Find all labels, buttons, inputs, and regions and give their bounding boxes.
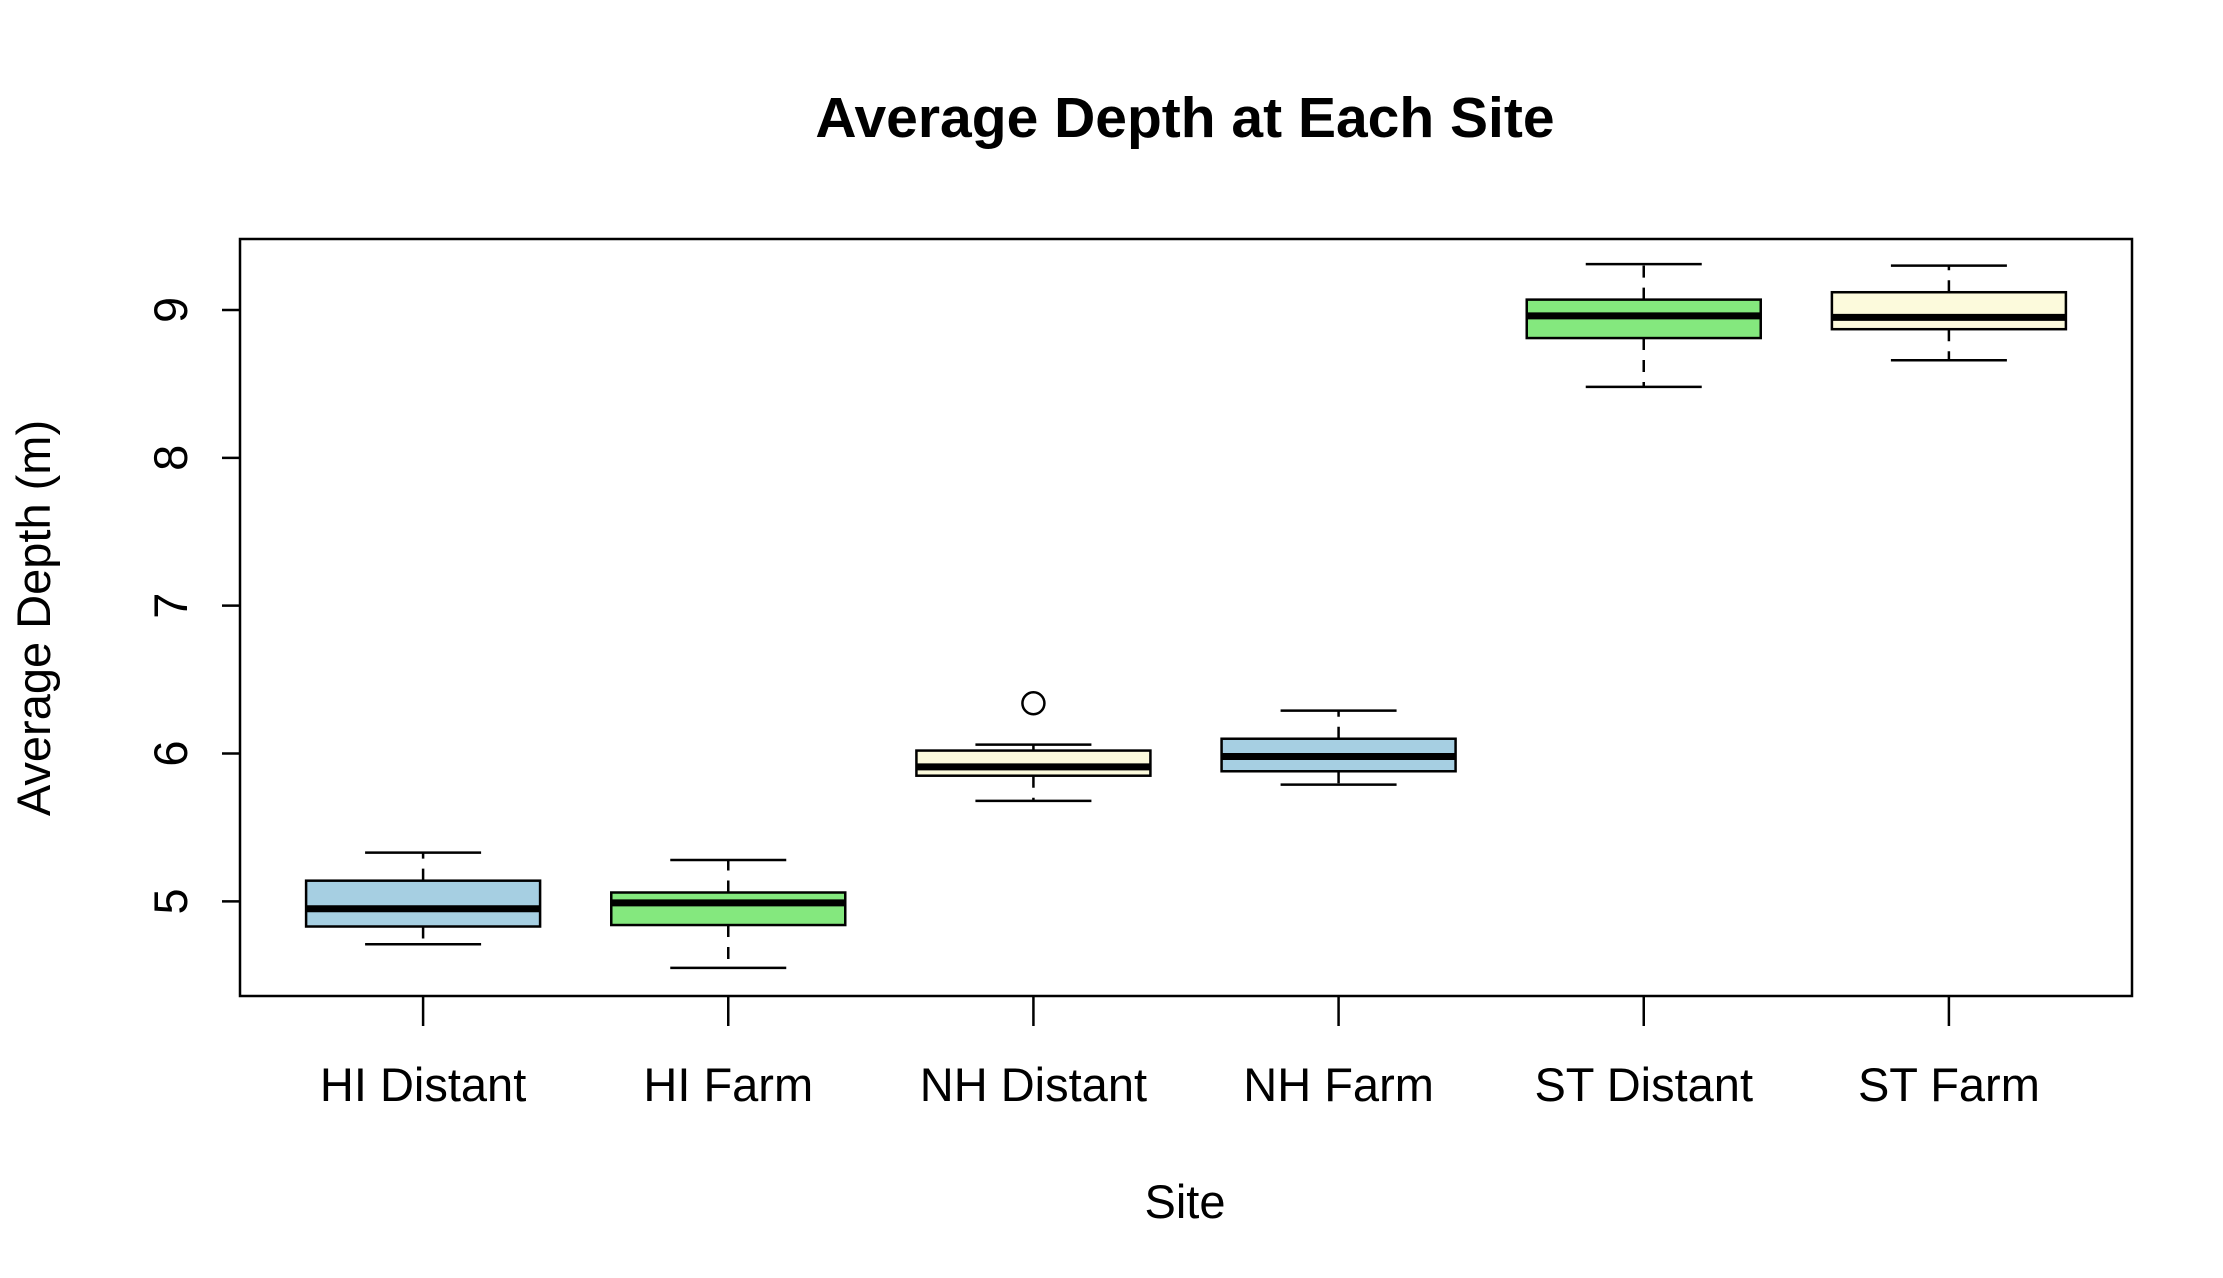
- box-series: [304, 262, 2068, 970]
- box-body: [610, 891, 847, 927]
- x-tick-label: NH Farm: [1243, 1058, 1434, 1111]
- y-axis: 5 6 7 8 9: [144, 297, 240, 914]
- x-axis: HI Distant HI Farm NH Distant NH Farm ST Dis…: [320, 996, 2040, 1111]
- box-hi-distant: [304, 851, 542, 946]
- y-tick-label: 7: [144, 593, 197, 619]
- box-body: [915, 749, 1152, 777]
- x-tick-label: HI Distant: [320, 1058, 526, 1111]
- y-axis-label: Average Depth (m): [7, 420, 60, 816]
- x-tick-label: ST Farm: [1858, 1058, 2040, 1111]
- box-body: [1830, 290, 2068, 331]
- x-tick-label: HI Farm: [643, 1058, 813, 1111]
- box-hi-farm: [610, 858, 847, 970]
- y-tick-label: 5: [144, 888, 197, 914]
- chart-title: Average Depth at Each Site: [815, 86, 1554, 150]
- x-axis-label: Site: [1145, 1175, 1226, 1228]
- box-st-distant: [1525, 262, 1762, 389]
- y-tick-label: 9: [144, 297, 197, 323]
- outlier-point: [1021, 691, 1046, 716]
- y-tick-label: 6: [144, 740, 197, 766]
- box-nh-farm: [1220, 709, 1457, 786]
- plot-frame: [238, 237, 2134, 998]
- box-st-farm: [1830, 264, 2068, 362]
- box-nh-distant: [915, 691, 1152, 803]
- y-tick-label: 8: [144, 445, 197, 471]
- x-tick-label: ST Distant: [1534, 1058, 1753, 1111]
- x-tick-label: NH Distant: [920, 1058, 1147, 1111]
- box-body: [304, 879, 542, 928]
